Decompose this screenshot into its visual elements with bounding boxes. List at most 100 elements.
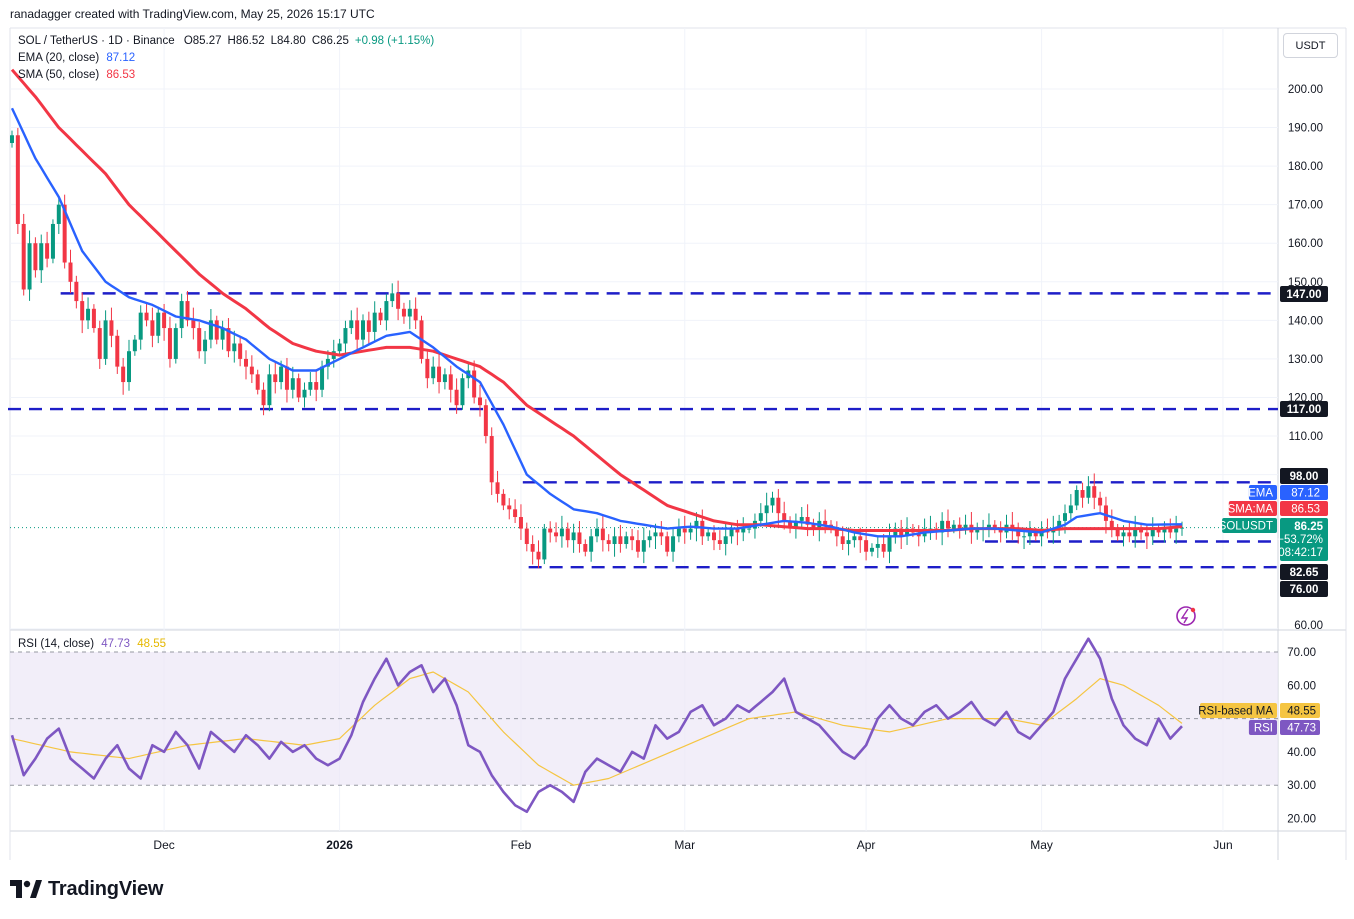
high-value: H86.52 (227, 35, 265, 47)
candle-body (138, 312, 143, 340)
rsi-legend[interactable]: RSI (14, close) 47.73 48.55 (18, 638, 166, 650)
level-badge: 117.00 (1280, 401, 1328, 417)
candle-body (115, 335, 120, 367)
ema-legend[interactable]: EMA (20, close) 87.12 (18, 52, 135, 64)
close-value: C86.25 (311, 35, 349, 47)
candle-body (957, 524, 962, 529)
candle-body (454, 389, 459, 406)
price-tick-label: 190.00 (1288, 123, 1323, 135)
candle-body (226, 328, 231, 352)
time-axis: Dec 2026 Feb Mar Apr May Jun (153, 838, 1232, 852)
candle-body (518, 517, 523, 529)
candle-body (325, 358, 330, 367)
candle-body (91, 308, 96, 329)
candle-body (899, 528, 904, 537)
candle-body (1162, 528, 1167, 533)
candle-body (407, 308, 412, 317)
candle-body (320, 366, 325, 390)
level-badge-bg (1280, 564, 1328, 580)
ema-badge-value: 87.12 (1291, 488, 1320, 500)
candle-body (554, 532, 559, 537)
candle-body (396, 293, 401, 309)
candle-body (208, 320, 213, 340)
candle-body (483, 405, 488, 437)
level-badge: 76.00 (1280, 581, 1328, 597)
price-tick-label: 160.00 (1288, 238, 1323, 250)
candle-body (1080, 490, 1085, 498)
candle-body (1174, 528, 1179, 533)
candle-body (992, 524, 997, 529)
price-badge-symbol-bg (1222, 518, 1277, 533)
candle-body (975, 528, 980, 533)
candle-body (27, 243, 32, 290)
rsi-ma-badge-value: 48.55 (1287, 706, 1316, 718)
candle-body (1086, 486, 1091, 498)
candle-body (267, 374, 272, 406)
candle-body (337, 343, 342, 352)
candle-body (460, 378, 465, 406)
candle-body (472, 370, 477, 398)
candle-body (782, 513, 787, 521)
rsi-tick-label: 60.00 (1287, 680, 1316, 692)
price-tick-label: 150.00 (1288, 277, 1323, 289)
candle-body (548, 528, 553, 533)
candle-body (1103, 505, 1108, 521)
candle-body (712, 532, 716, 541)
rsi-tick-label: 40.00 (1287, 747, 1316, 759)
candle-body (80, 301, 85, 321)
level-badge-bg (1280, 468, 1328, 484)
candle-body (442, 374, 447, 383)
candle-body (413, 308, 418, 321)
candle-body (688, 528, 693, 533)
candle-body (946, 520, 950, 529)
candle-body (185, 301, 190, 321)
candle-body (630, 536, 635, 541)
candle-body (39, 243, 44, 271)
candle-body (940, 520, 945, 533)
symbol-title[interactable]: SOL / TetherUS · 1D · Binance (18, 35, 175, 47)
candle-body (536, 551, 541, 560)
time-tick-label: May (1030, 838, 1053, 852)
candle-body (1074, 490, 1079, 506)
candle-body (1068, 505, 1073, 514)
candle-body (33, 243, 38, 271)
candle-body (1168, 528, 1173, 533)
tradingview-logo[interactable]: TradingView (10, 876, 163, 902)
candle-body (583, 544, 588, 552)
candle-body (97, 328, 102, 359)
candle-body (618, 536, 623, 545)
candle-body (121, 366, 126, 383)
candle-body (45, 243, 50, 259)
candle-body (1016, 528, 1021, 537)
candle-body (366, 320, 371, 332)
price-tick-label: 110.00 (1289, 431, 1323, 443)
sma-legend[interactable]: SMA (50, close) 86.53 (18, 69, 135, 81)
price-badge-line: −53.72% (1277, 534, 1323, 546)
candle-body (647, 536, 652, 541)
candle-body (559, 528, 564, 537)
candle-body (21, 223, 26, 290)
candle-body (390, 293, 395, 302)
candle-body (905, 528, 910, 537)
candle-body (823, 520, 828, 525)
candle-body (495, 482, 500, 494)
candle-body (671, 536, 676, 552)
candle-body (571, 532, 576, 541)
axis-badges: 147.00 117.00 98.00 82.65 76.00 87.12 EMA 86.53… (1198, 286, 1328, 735)
alert-icon[interactable] (1176, 606, 1196, 626)
candle-body (372, 312, 377, 332)
candle-body (735, 528, 740, 533)
price-badge-bg (1280, 518, 1328, 561)
rsi-tick-label: 20.00 (1287, 814, 1316, 826)
rsi-legend-value: 47.73 (101, 638, 131, 650)
candle-body (741, 528, 746, 533)
candle-body (641, 540, 646, 552)
candle-body (74, 281, 79, 302)
rsi-tick-label: 30.00 (1287, 780, 1316, 792)
candle-body (1057, 520, 1062, 529)
rsi-ma-badge-bg (1280, 703, 1320, 718)
candle-body (635, 540, 640, 552)
candle-body (869, 547, 874, 552)
currency-button[interactable]: USDT (1283, 33, 1338, 58)
